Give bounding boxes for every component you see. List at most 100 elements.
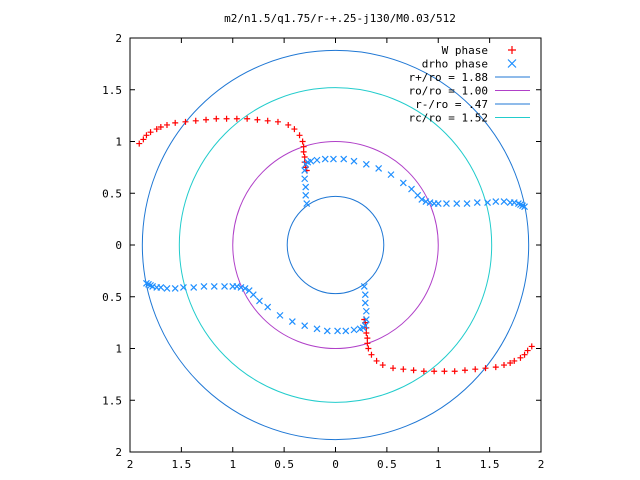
drho-phase-point	[330, 155, 337, 163]
drho-phase-point	[361, 291, 369, 299]
drho-phase-point	[519, 202, 526, 210]
drho-phase-point	[443, 200, 450, 208]
drho-phase-point	[517, 201, 524, 209]
drho-phase-point	[362, 316, 370, 323]
drho-phase-point	[313, 325, 321, 333]
y-tick-label: 1	[115, 343, 122, 356]
reference-circle	[178, 87, 493, 403]
w-phase-point	[299, 138, 306, 145]
x-tick-label: 2	[538, 458, 545, 471]
y-tick-label: 0	[115, 239, 122, 252]
w-phase-point	[223, 115, 230, 122]
w-phase-point	[192, 117, 199, 124]
drho-phase-point	[302, 191, 310, 199]
w-phase-point	[136, 140, 143, 147]
y-tick-label: 0.5	[102, 291, 122, 304]
drho-phase-point	[463, 200, 471, 208]
w-phase-point	[441, 368, 448, 375]
drho-phase-point	[301, 322, 309, 330]
w-phase-point	[300, 148, 307, 155]
drho-phase-point	[340, 155, 348, 163]
drho-phase-point	[264, 303, 272, 311]
y-tick-label: 0.5	[102, 187, 122, 200]
w-phase-point	[163, 121, 170, 128]
drho-phase-point	[356, 325, 364, 333]
w-phase-point	[244, 115, 251, 122]
drho-phase-point	[514, 200, 522, 208]
drho-phase-point	[426, 199, 434, 206]
w-phase-point	[451, 368, 458, 375]
w-phase-point	[182, 118, 189, 125]
w-phase-point	[172, 119, 179, 126]
w-phase-point	[517, 354, 524, 361]
w-phase-point	[431, 368, 438, 375]
w-phase-point	[291, 126, 298, 133]
drho-phase-point	[422, 198, 430, 205]
drho-phase-point	[362, 307, 370, 315]
drho-phase-point	[521, 203, 528, 211]
y-tick-label: 2	[115, 446, 122, 459]
w-phase-point	[410, 367, 417, 374]
legend-label: W phase	[442, 44, 488, 57]
series-+	[136, 115, 535, 375]
w-phase-point	[528, 343, 535, 350]
points-layer	[136, 115, 535, 375]
drho-phase-point	[375, 164, 383, 172]
drho-phase-point	[360, 282, 368, 290]
drho-phase-point	[301, 175, 309, 183]
reference-circle	[232, 141, 439, 349]
drho-phase-point	[245, 287, 253, 294]
series-x	[143, 155, 528, 335]
drho-phase-point	[221, 282, 228, 290]
w-phase-point	[301, 159, 308, 166]
w-phase-point	[364, 335, 371, 342]
legend-marker	[508, 46, 516, 54]
drho-phase-point	[171, 285, 179, 292]
w-phase-point	[274, 118, 281, 125]
drho-phase-point	[323, 327, 331, 335]
w-phase-point	[157, 124, 164, 131]
drho-phase-point	[307, 157, 315, 165]
drho-phase-point	[434, 200, 442, 208]
reference-circle	[286, 195, 385, 295]
circles-layer	[141, 49, 530, 441]
w-phase-point	[213, 115, 220, 122]
drho-phase-point	[145, 280, 152, 288]
drho-phase-point	[510, 199, 518, 206]
x-tick-label: 0	[332, 458, 339, 471]
x-tick-label: 2	[127, 458, 134, 471]
drho-phase-point	[350, 157, 358, 165]
w-phase-point	[400, 366, 407, 373]
legend-marker	[507, 59, 517, 68]
drho-phase-point	[399, 179, 407, 187]
drho-phase-point	[241, 285, 249, 292]
w-phase-point	[296, 132, 303, 139]
drho-phase-point	[147, 281, 154, 289]
w-phase-point	[492, 364, 499, 371]
x-tick-label: 1.5	[480, 458, 500, 471]
drho-phase-point	[362, 160, 370, 168]
w-phase-point	[420, 368, 427, 375]
drho-phase-point	[301, 167, 309, 174]
drho-phase-point	[288, 318, 296, 326]
drho-phase-point	[303, 200, 311, 208]
w-phase-point	[482, 365, 489, 372]
w-phase-point	[153, 126, 160, 133]
drho-phase-point	[256, 297, 263, 305]
w-phase-point	[368, 351, 375, 358]
drho-phase-point	[361, 299, 369, 307]
w-phase-point	[501, 362, 508, 369]
legend-label: r-/ro = .47	[415, 98, 488, 111]
w-phase-point	[254, 116, 261, 123]
w-phase-point	[233, 115, 240, 122]
drho-phase-point	[500, 198, 508, 205]
axes-layer: 2 1.5 1 0.5 0 0.5 1 1.5 221.510.500.511.52	[102, 32, 544, 471]
drho-phase-point	[473, 199, 481, 206]
drho-phase-point	[453, 200, 461, 208]
w-phase-point	[143, 132, 150, 139]
drho-phase-point	[334, 327, 341, 335]
w-phase-point	[461, 367, 468, 374]
